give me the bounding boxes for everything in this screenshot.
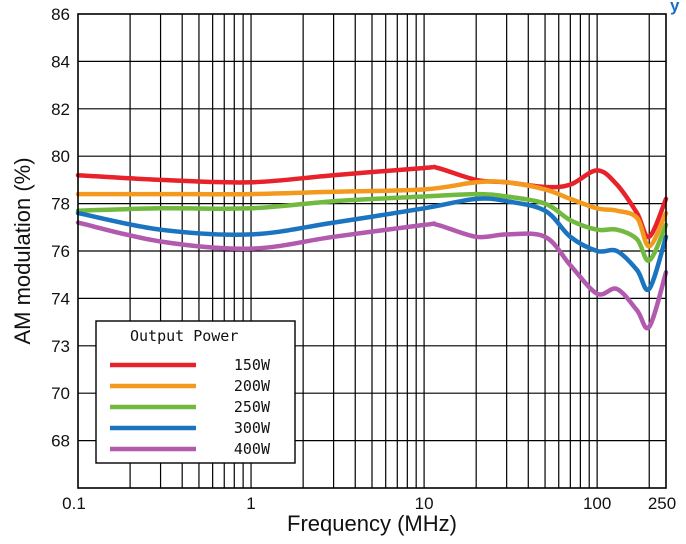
legend-label-300w: 300W bbox=[234, 419, 271, 437]
legend-label-400w: 400W bbox=[234, 440, 271, 458]
y-tick-label: 68 bbox=[51, 432, 70, 451]
series-line-400w bbox=[75, 220, 669, 331]
series-line-200w bbox=[75, 179, 669, 249]
legend: Output Power 150W 200W 250W 300W 400W bbox=[95, 320, 296, 464]
plot-frame bbox=[77, 13, 667, 489]
y-axis-title: AM modulation (%) bbox=[10, 157, 35, 344]
y-tick-label: 80 bbox=[51, 147, 70, 166]
legend-label-150w: 150W bbox=[234, 356, 271, 374]
legend-items: 150W 200W 250W 300W 400W bbox=[110, 356, 271, 458]
series-line-250w bbox=[75, 191, 669, 263]
x-tick-label: 250 bbox=[648, 494, 676, 513]
y-tick-labels: 86 84 82 80 78 76 74 73 70 68 bbox=[51, 5, 70, 451]
legend-label-250w: 250W bbox=[234, 398, 271, 416]
y-tick-label: 73 bbox=[51, 337, 70, 356]
y-tick-label: 70 bbox=[51, 384, 70, 403]
x-tick-label: 1 bbox=[246, 494, 255, 513]
legend-title: Output Power bbox=[130, 327, 238, 345]
x-tick-label: 10 bbox=[415, 494, 434, 513]
x-tick-label: 0.1 bbox=[62, 494, 86, 513]
series-line-300w bbox=[75, 196, 669, 293]
y-tick-label: 78 bbox=[51, 195, 70, 214]
y-tick-label: 84 bbox=[51, 52, 70, 71]
y-tick-label: 74 bbox=[51, 289, 70, 308]
chart-title-fragment: y bbox=[670, 0, 680, 15]
legend-label-200w: 200W bbox=[234, 377, 271, 395]
y-tick-label: 82 bbox=[51, 100, 70, 119]
y-tick-label: 76 bbox=[51, 242, 70, 261]
legend-box bbox=[95, 320, 296, 464]
y-tick-label: 86 bbox=[51, 5, 70, 24]
x-axis-title: Frequency (MHz) bbox=[287, 511, 457, 536]
series-lines bbox=[75, 164, 669, 331]
x-tick-labels: 0.1 1 10 100 250 bbox=[62, 494, 676, 513]
x-tick-label: 100 bbox=[583, 494, 611, 513]
